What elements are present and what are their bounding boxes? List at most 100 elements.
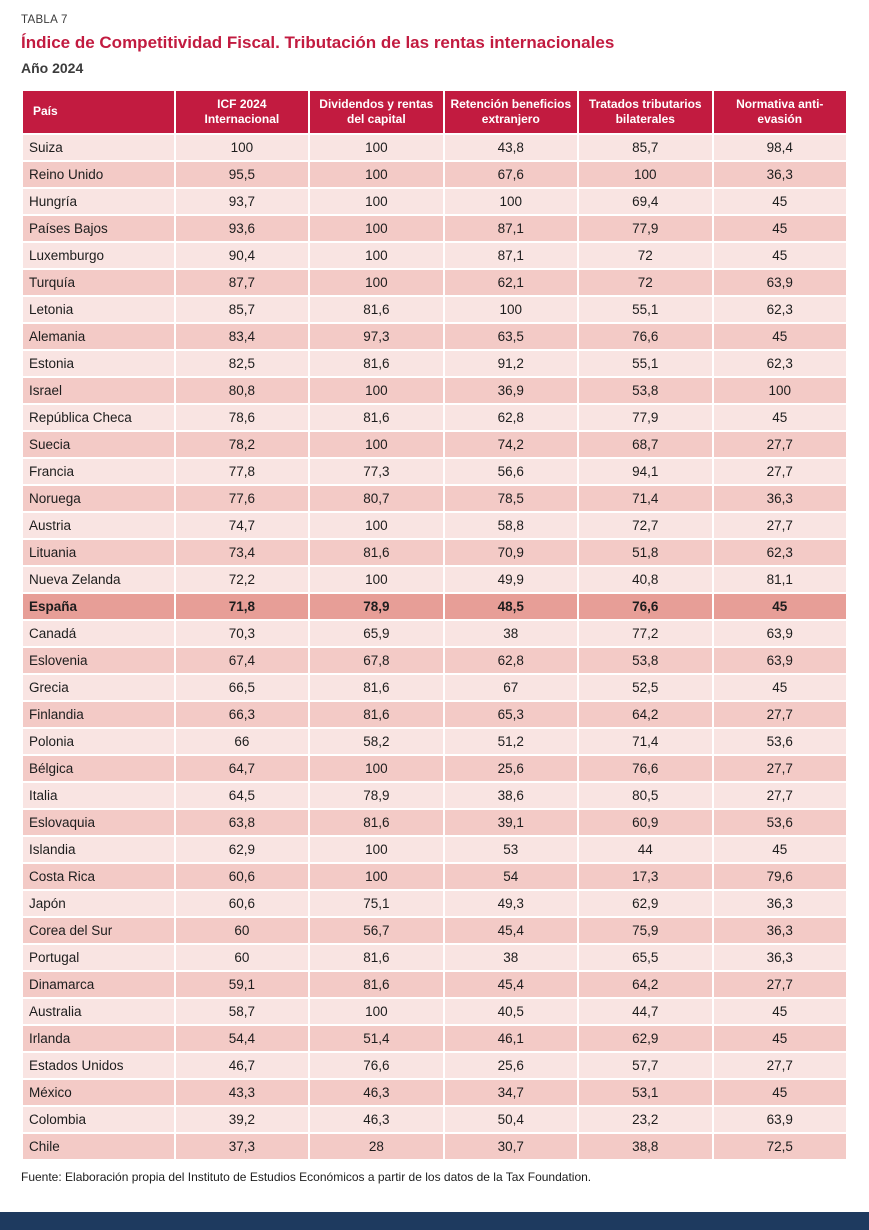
value-cell: 25,6 xyxy=(442,1050,580,1080)
value-cell: 76,6 xyxy=(577,753,714,783)
table-row: Letonia 85,7 81,6 100 55,1 62,3 xyxy=(21,294,848,324)
country-cell: Finlandia xyxy=(21,699,176,729)
country-cell: Eslovenia xyxy=(21,645,176,675)
country-cell: Suiza xyxy=(21,132,176,162)
value-cell: 55,1 xyxy=(577,294,714,324)
value-cell: 27,7 xyxy=(711,429,848,459)
value-cell: 53,8 xyxy=(577,375,714,405)
table-row: Hungría 93,7 100 100 69,4 45 xyxy=(21,186,848,216)
table-row: Estonia 82,5 81,6 91,2 55,1 62,3 xyxy=(21,348,848,378)
table-row: Dinamarca 59,1 81,6 45,4 64,2 27,7 xyxy=(21,969,848,999)
table-row: Chile 37,3 28 30,7 38,8 72,5 xyxy=(21,1131,848,1161)
table-row: Polonia 66 58,2 51,2 71,4 53,6 xyxy=(21,726,848,756)
value-cell: 64,2 xyxy=(577,699,714,729)
value-cell: 60 xyxy=(173,942,311,972)
header-row: País ICF 2024 Internacional Dividendos y r… xyxy=(21,88,848,135)
value-cell: 67,4 xyxy=(173,645,311,675)
country-cell: Italia xyxy=(21,780,176,810)
value-cell: 83,4 xyxy=(173,321,311,351)
country-cell: México xyxy=(21,1077,176,1107)
value-cell: 27,7 xyxy=(711,699,848,729)
table-row: República Checa 78,6 81,6 62,8 77,9 45 xyxy=(21,402,848,432)
value-cell: 62,9 xyxy=(577,1023,714,1053)
table-row: Costa Rica 60,6 100 54 17,3 79,6 xyxy=(21,861,848,891)
value-cell: 95,5 xyxy=(173,159,311,189)
country-cell: Corea del Sur xyxy=(21,915,176,945)
value-cell: 100 xyxy=(308,159,445,189)
value-cell: 81,6 xyxy=(308,672,445,702)
table-row: Turquía 87,7 100 62,1 72 63,9 xyxy=(21,267,848,297)
value-cell: 45,4 xyxy=(442,969,580,999)
country-cell: Reino Unido xyxy=(21,159,176,189)
value-cell: 72,2 xyxy=(173,564,311,594)
value-cell: 78,9 xyxy=(308,591,445,621)
value-cell: 100 xyxy=(308,834,445,864)
value-cell: 27,7 xyxy=(711,510,848,540)
value-cell: 71,4 xyxy=(577,483,714,513)
value-cell: 51,8 xyxy=(577,537,714,567)
table-row: Irlanda 54,4 51,4 46,1 62,9 45 xyxy=(21,1023,848,1053)
value-cell: 53 xyxy=(442,834,580,864)
country-cell: Suecia xyxy=(21,429,176,459)
value-cell: 65,3 xyxy=(442,699,580,729)
value-cell: 91,2 xyxy=(442,348,580,378)
table-row: Lituania 73,4 81,6 70,9 51,8 62,3 xyxy=(21,537,848,567)
value-cell: 52,5 xyxy=(577,672,714,702)
value-cell: 36,3 xyxy=(711,942,848,972)
value-cell: 87,7 xyxy=(173,267,311,297)
country-cell: Polonia xyxy=(21,726,176,756)
value-cell: 23,2 xyxy=(577,1104,714,1134)
value-cell: 72,5 xyxy=(711,1131,848,1161)
value-cell: 63,9 xyxy=(711,1104,848,1134)
table-row: Bélgica 64,7 100 25,6 76,6 27,7 xyxy=(21,753,848,783)
value-cell: 39,1 xyxy=(442,807,580,837)
table-row: Austria 74,7 100 58,8 72,7 27,7 xyxy=(21,510,848,540)
value-cell: 68,7 xyxy=(577,429,714,459)
country-cell: Hungría xyxy=(21,186,176,216)
value-cell: 43,8 xyxy=(442,132,580,162)
column-header-country: País xyxy=(21,88,176,135)
value-cell: 90,4 xyxy=(173,240,311,270)
value-cell: 45 xyxy=(711,834,848,864)
table-row: Australia 58,7 100 40,5 44,7 45 xyxy=(21,996,848,1026)
value-cell: 73,4 xyxy=(173,537,311,567)
value-cell: 27,7 xyxy=(711,780,848,810)
value-cell: 67 xyxy=(442,672,580,702)
country-cell: Colombia xyxy=(21,1104,176,1134)
value-cell: 94,1 xyxy=(577,456,714,486)
value-cell: 75,1 xyxy=(308,888,445,918)
value-cell: 85,7 xyxy=(173,294,311,324)
value-cell: 76,6 xyxy=(577,321,714,351)
table-row: Estados Unidos 46,7 76,6 25,6 57,7 27,7 xyxy=(21,1050,848,1080)
value-cell: 80,8 xyxy=(173,375,311,405)
value-cell: 100 xyxy=(308,510,445,540)
table-row: Eslovenia 67,4 67,8 62,8 53,8 63,9 xyxy=(21,645,848,675)
value-cell: 60,6 xyxy=(173,888,311,918)
value-cell: 25,6 xyxy=(442,753,580,783)
value-cell: 100 xyxy=(308,132,445,162)
value-cell: 36,3 xyxy=(711,159,848,189)
value-cell: 44,7 xyxy=(577,996,714,1026)
value-cell: 45 xyxy=(711,186,848,216)
table-row: Italia 64,5 78,9 38,6 80,5 27,7 xyxy=(21,780,848,810)
value-cell: 30,7 xyxy=(442,1131,580,1161)
value-cell: 81,6 xyxy=(308,402,445,432)
country-cell: República Checa xyxy=(21,402,176,432)
value-cell: 100 xyxy=(442,186,580,216)
value-cell: 45 xyxy=(711,402,848,432)
table-row: Suecia 78,2 100 74,2 68,7 27,7 xyxy=(21,429,848,459)
value-cell: 100 xyxy=(308,240,445,270)
table-row: Japón 60,6 75,1 49,3 62,9 36,3 xyxy=(21,888,848,918)
value-cell: 81,6 xyxy=(308,294,445,324)
value-cell: 58,7 xyxy=(173,996,311,1026)
value-cell: 72 xyxy=(577,240,714,270)
table-row: Países Bajos 93,6 100 87,1 77,9 45 xyxy=(21,213,848,243)
value-cell: 75,9 xyxy=(577,915,714,945)
table-row: Portugal 60 81,6 38 65,5 36,3 xyxy=(21,942,848,972)
value-cell: 100 xyxy=(577,159,714,189)
country-cell: Países Bajos xyxy=(21,213,176,243)
value-cell: 53,6 xyxy=(711,807,848,837)
value-cell: 62,9 xyxy=(173,834,311,864)
table-row: Islandia 62,9 100 53 44 45 xyxy=(21,834,848,864)
value-cell: 72 xyxy=(577,267,714,297)
